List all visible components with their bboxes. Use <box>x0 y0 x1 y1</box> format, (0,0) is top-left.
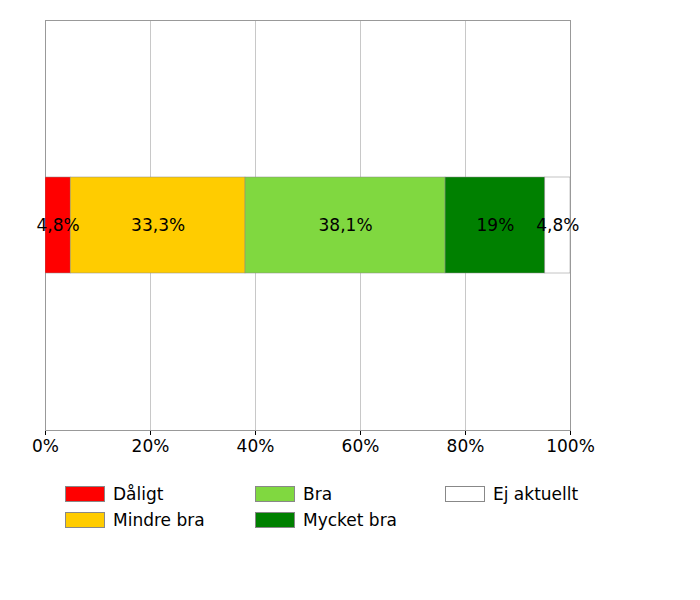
svg-text:40%: 40% <box>237 436 275 456</box>
svg-text:0%: 0% <box>32 436 59 456</box>
html-text:Bra: Bra <box>303 484 333 504</box>
svg-text:20%: 20% <box>132 436 170 456</box>
html-text:Mycket bra: Mycket bra <box>303 510 397 530</box>
svg-text:19%: 19% <box>477 215 515 235</box>
svg-text:4,8%: 4,8% <box>536 215 579 235</box>
svg-text:100%: 100% <box>546 436 595 456</box>
html-text:Mindre bra: Mindre bra <box>113 510 205 530</box>
svg-text:33,3%: 33,3% <box>131 215 185 235</box>
svg-text:60%: 60% <box>342 436 380 456</box>
svg-text:4,8%: 4,8% <box>36 215 79 235</box>
svg-text:38,1%: 38,1% <box>319 215 373 235</box>
svg-text:80%: 80% <box>447 436 485 456</box>
html-text:Ej aktuellt: Ej aktuellt <box>493 484 579 504</box>
html-text:Dåligt: Dåligt <box>113 484 164 504</box>
